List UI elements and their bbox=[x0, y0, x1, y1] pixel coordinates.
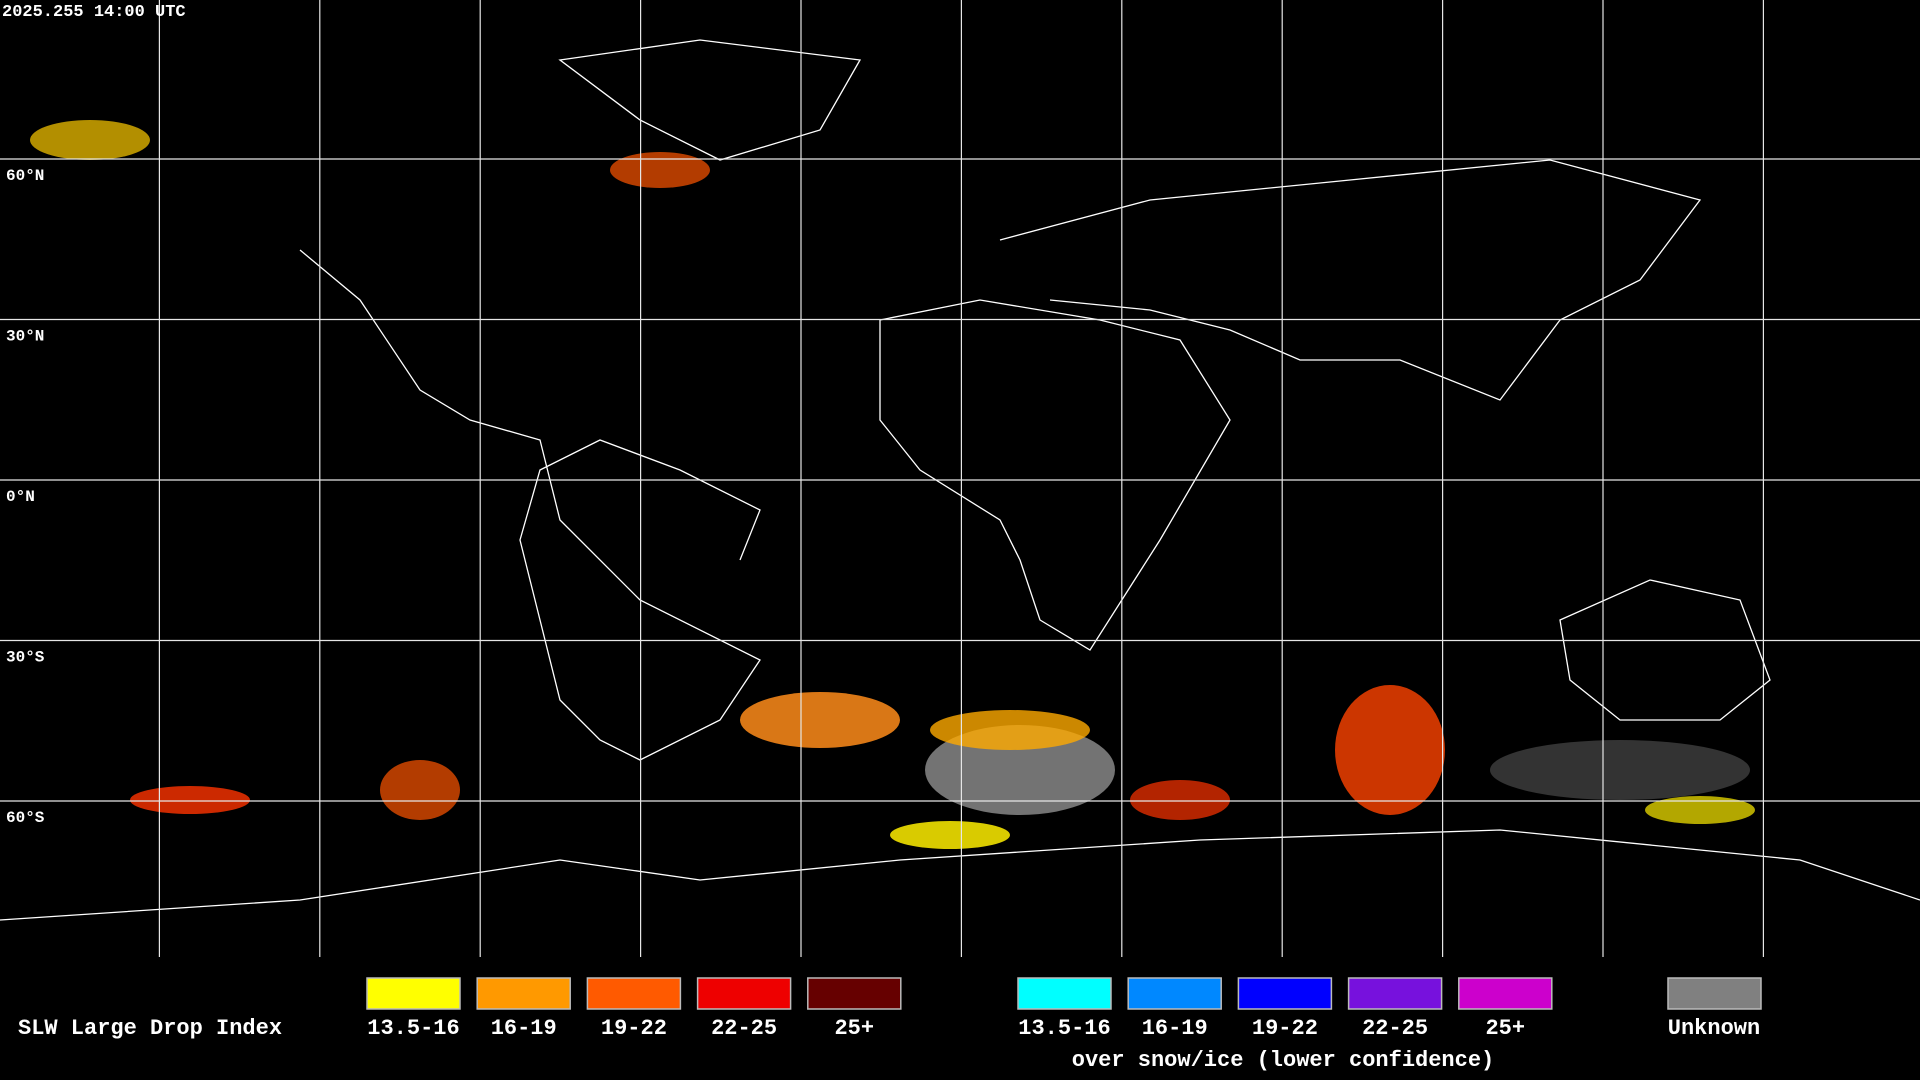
cloud-region bbox=[930, 710, 1090, 750]
cloud-region bbox=[1335, 685, 1445, 815]
cloud-region bbox=[1130, 780, 1230, 820]
cloud-region bbox=[380, 760, 460, 820]
legend-swatch bbox=[807, 977, 902, 1010]
legend-label: 19-22 bbox=[1252, 1016, 1318, 1041]
legend-title: SLW Large Drop Index bbox=[18, 1016, 282, 1041]
legend-label: 22-25 bbox=[1362, 1016, 1428, 1041]
legend-note: over snow/ice (lower confidence) bbox=[1072, 1048, 1494, 1073]
map-background bbox=[0, 0, 1920, 957]
cloud-region bbox=[740, 692, 900, 748]
cloud-region bbox=[610, 152, 710, 188]
latitude-label: 0°N bbox=[6, 488, 35, 506]
legend-swatch bbox=[1017, 977, 1112, 1010]
legend-swatch bbox=[1127, 977, 1222, 1010]
legend-swatch bbox=[1667, 977, 1762, 1010]
legend-label: 13.5-16 bbox=[1018, 1016, 1110, 1041]
coastline bbox=[1559, 579, 1771, 721]
legend-label: 25+ bbox=[1485, 1016, 1525, 1041]
legend-swatch bbox=[366, 977, 461, 1010]
legend-swatch bbox=[1458, 977, 1553, 1010]
legend-label: Unknown bbox=[1668, 1016, 1760, 1041]
legend-label: 25+ bbox=[834, 1016, 874, 1041]
legend-panel bbox=[0, 957, 1920, 1080]
cloud-regions bbox=[30, 120, 1755, 849]
latitude-label: 60°S bbox=[6, 809, 45, 827]
latitude-label: 30°S bbox=[6, 649, 45, 667]
legend-swatch bbox=[586, 977, 682, 1010]
legend-label: 16-19 bbox=[1142, 1016, 1208, 1041]
legend-swatch bbox=[476, 977, 571, 1010]
coastline bbox=[0, 829, 1920, 921]
legend-label: 19-22 bbox=[601, 1016, 667, 1041]
legend-swatch bbox=[696, 977, 792, 1010]
legend-label: 16-19 bbox=[491, 1016, 557, 1041]
latitude-label: 30°N bbox=[6, 328, 44, 346]
cloud-region bbox=[130, 786, 250, 814]
legend: SLW Large Drop Index 13.5-16 16-19 19-22 22-… bbox=[18, 977, 1762, 1073]
cloud-region bbox=[30, 120, 150, 160]
cloud-region bbox=[1645, 796, 1755, 824]
graticule: 60°N 30°N 0°N 30°S 60°S bbox=[0, 0, 1920, 957]
cloud-region bbox=[890, 821, 1010, 849]
legend-swatch bbox=[1347, 977, 1443, 1010]
legend-label: 13.5-16 bbox=[367, 1016, 459, 1041]
legend-label: 22-25 bbox=[711, 1016, 777, 1041]
cloud-region bbox=[1490, 740, 1750, 800]
latitude-label: 60°N bbox=[6, 167, 44, 185]
timestamp: 2025.255 14:00 UTC bbox=[2, 3, 186, 22]
legend-swatch bbox=[1237, 977, 1333, 1010]
